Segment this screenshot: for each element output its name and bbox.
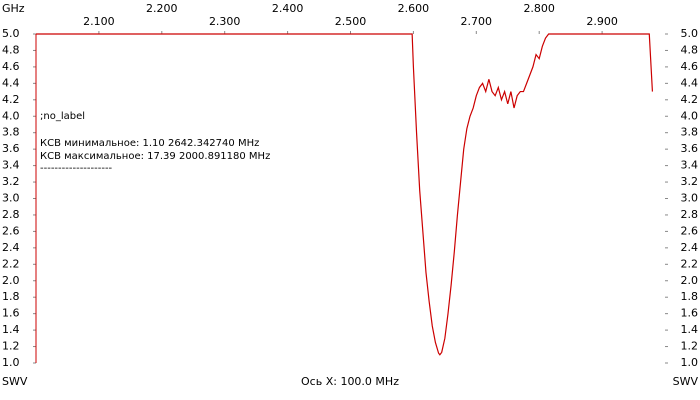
- y-label-left: SWV: [2, 375, 28, 388]
- y-tick-label: 2.4: [681, 241, 699, 254]
- y-tick-label: 4.4: [681, 76, 699, 89]
- y-tick-label: 2.6: [2, 224, 20, 237]
- x-tick-label: 2.600: [398, 2, 430, 15]
- x-tick-label: 2.800: [523, 2, 555, 15]
- y-tick-label: 2.4: [2, 241, 20, 254]
- y-tick-label: 3.0: [681, 192, 699, 205]
- y-tick-label: 1.2: [2, 340, 20, 353]
- y-tick-label: 4.4: [2, 76, 20, 89]
- x-tick-label: 2.400: [272, 2, 304, 15]
- y-tick-label: 2.0: [681, 274, 699, 287]
- x-tick-label: 2.200: [146, 2, 178, 15]
- swr-line: [36, 33, 654, 356]
- y-tick-label: 3.8: [681, 126, 699, 139]
- x-tick-label: 2.700: [461, 15, 493, 28]
- y-tick-label: 3.2: [681, 175, 699, 188]
- y-tick-label: 3.0: [2, 192, 20, 205]
- annotation: --------------------: [40, 163, 113, 174]
- y-tick-label: 5.0: [681, 27, 699, 40]
- y-tick-label: 1.4: [2, 323, 20, 336]
- x-tick-label: 2.500: [335, 15, 367, 28]
- y-tick-label: 1.2: [681, 340, 699, 353]
- y-tick-label: 4.8: [2, 43, 20, 56]
- x-tick-label: 2.900: [586, 15, 618, 28]
- annotation: КСВ максимальное: 17.39 2000.891180 MHz: [40, 151, 270, 162]
- y-tick-label: 4.8: [681, 43, 699, 56]
- y-tick-label: 3.4: [2, 159, 20, 172]
- y-tick-label: 3.6: [2, 142, 20, 155]
- y-tick-label: 2.8: [681, 208, 699, 221]
- annotation: КСВ минимальное: 1.10 2642.342740 MHz: [40, 138, 259, 149]
- y-tick-label: 3.6: [681, 142, 699, 155]
- y-tick-label: 1.8: [2, 290, 20, 303]
- y-tick-label: 4.6: [681, 60, 699, 73]
- y-tick-label: 1.0: [2, 356, 20, 369]
- y-tick-label: 2.6: [681, 224, 699, 237]
- y-tick-label: 4.0: [2, 109, 20, 122]
- y-tick-label: 1.6: [681, 307, 699, 320]
- y-tick-label: 3.4: [681, 159, 699, 172]
- y-tick-label: 2.8: [2, 208, 20, 221]
- x-label: Ось X: 100.0 MHz: [301, 375, 399, 388]
- y-tick-label: 4.0: [681, 109, 699, 122]
- annotation: ;no_label: [40, 111, 85, 122]
- x-tick-label: 2.100: [83, 15, 115, 28]
- y-tick-label: 2.2: [2, 257, 20, 270]
- y-tick-label: 4.6: [2, 60, 20, 73]
- y-tick-label: 5.0: [2, 27, 20, 40]
- y-tick-label: 2.2: [681, 257, 699, 270]
- y-tick-label: 3.2: [2, 175, 20, 188]
- x-tick-label: 2.300: [209, 15, 241, 28]
- y-tick-label: 1.6: [2, 307, 20, 320]
- y-tick-label: 1.8: [681, 290, 699, 303]
- y-label-right: SWV: [673, 375, 699, 388]
- y-tick-label: 1.0: [681, 356, 699, 369]
- y-tick-label: 4.2: [2, 93, 20, 106]
- x-unit: GHz: [2, 2, 25, 15]
- y-tick-label: 2.0: [2, 274, 20, 287]
- y-tick-label: 3.8: [2, 126, 20, 139]
- y-tick-label: 1.4: [681, 323, 699, 336]
- y-tick-label: 4.2: [681, 93, 699, 106]
